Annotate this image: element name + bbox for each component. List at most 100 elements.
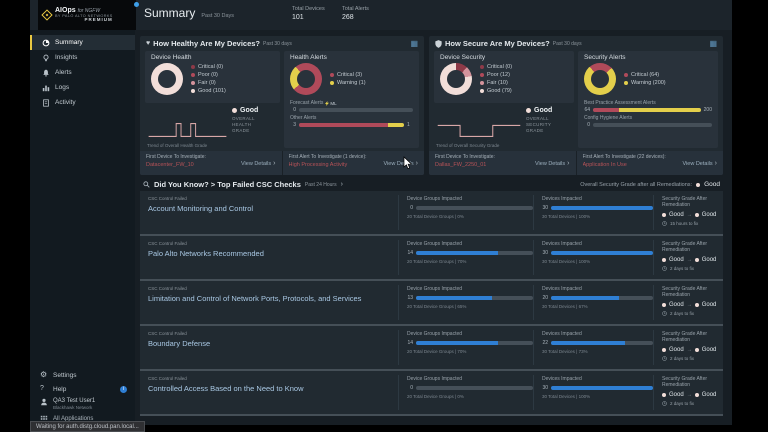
- forecast-alerts-bar: Forecast Alerts ML 0: [290, 100, 413, 113]
- view-details-link[interactable]: View Details ›: [682, 160, 717, 167]
- chevron-right-icon: ›: [714, 160, 717, 167]
- total-alerts-stat: Total Alerts 268: [342, 6, 369, 21]
- first-alert-to-investigate: First Alert To Investigate (22 devices):…: [575, 151, 724, 175]
- clock-icon: [662, 401, 667, 406]
- view-details-link[interactable]: View Details ›: [534, 160, 570, 167]
- sidebar-all-applications[interactable]: All Applications: [30, 413, 135, 425]
- csc-section: Did You Know? > Top Failed CSC Checks Pa…: [140, 178, 723, 421]
- csc-row[interactable]: CSC Control Failed Account Monitoring an…: [140, 191, 723, 236]
- chevron-right-icon[interactable]: ›: [340, 181, 343, 188]
- palo-alto-diamond-icon: [41, 9, 53, 21]
- user-org: Blackhawk Network: [53, 405, 93, 410]
- search-icon: [143, 181, 150, 188]
- total-devices-stat: Total Devices 101: [292, 6, 325, 21]
- csc-check-title[interactable]: Palo Alto Networks Recommended: [148, 249, 264, 258]
- device-link[interactable]: Dallas_FW_2250_01: [435, 162, 487, 168]
- arrow-right-icon: →: [686, 257, 692, 263]
- device-security-donut: [440, 63, 472, 95]
- security-alerts-donut: [584, 63, 616, 95]
- view-details-link[interactable]: View Details ›: [383, 160, 418, 167]
- mouse-cursor: [403, 156, 413, 170]
- sidebar-item-alerts[interactable]: Alerts: [30, 65, 135, 80]
- overall-health-grade: Good OVERALL HEALTH GRADE: [232, 107, 259, 134]
- sidebar-item-activity[interactable]: Activity: [30, 95, 135, 110]
- clock-icon: [662, 356, 667, 361]
- notification-dot: [134, 2, 139, 7]
- top-header: AIOps for NGFW BY PALO ALTO NETWORKS PRE…: [30, 0, 732, 30]
- health-alerts-card: Health Alerts Critical (3) Warning (1) F…: [284, 51, 419, 148]
- device-security-card: Device Security Critical (0) Poor (12) F…: [434, 51, 574, 103]
- bar-chart-icon: [42, 84, 50, 92]
- clock-icon: [662, 266, 667, 271]
- view-details-link[interactable]: View Details ›: [240, 160, 276, 167]
- overall-remediation-value: Good: [704, 181, 720, 188]
- sidebar-item-logs[interactable]: Logs: [30, 80, 135, 95]
- health-panel-title: How Healthy Are My Devices?: [153, 39, 260, 48]
- csc-row[interactable]: CSC Control Failed Controlled Access Bas…: [140, 371, 723, 416]
- logo-product: for NGFW: [77, 7, 101, 14]
- device-health-donut: [151, 63, 183, 95]
- left-black-rail: [0, 0, 30, 425]
- user-icon: [40, 398, 48, 406]
- logo-brand: AIOps: [55, 6, 76, 14]
- gear-icon: ⚙: [40, 370, 48, 379]
- first-device-to-investigate: First Device To Investigate: Datacenter_…: [146, 154, 276, 168]
- csc-check-title[interactable]: Controlled Access Based on the Need to K…: [148, 384, 304, 393]
- logo-tier-badge: PREMIUM: [84, 17, 113, 23]
- csc-row[interactable]: CSC Control Failed Palo Alto Networks Re…: [140, 236, 723, 281]
- clock-icon: [662, 311, 667, 316]
- page-time-range: Past 30 Days: [201, 13, 235, 19]
- csc-check-title[interactable]: Limitation and Control of Network Ports,…: [148, 294, 362, 303]
- info-badge-icon[interactable]: i: [120, 385, 127, 393]
- csc-check-title[interactable]: Account Monitoring and Control: [148, 204, 254, 213]
- document-icon: [42, 98, 50, 107]
- overall-remediation-label: Overall Security Grade after all Remedia…: [580, 181, 693, 188]
- grade-dot: [696, 182, 701, 187]
- page-title: Summary: [144, 6, 196, 20]
- health-trend-chart: Trend of Overall Health Grade: [147, 105, 228, 148]
- user-name: QA3 Test User1: [53, 398, 96, 404]
- sidebar-help[interactable]: ? Help i: [30, 382, 135, 396]
- secure-panel-title: How Secure Are My Devices?: [445, 39, 550, 48]
- browser-status-bubble: Waiting for auth.distg.cloud.pan.local..…: [30, 421, 145, 432]
- lightbulb-icon: [42, 54, 50, 62]
- sidebar-item-summary[interactable]: Summary: [30, 35, 135, 50]
- app-logo: AIOps for NGFW BY PALO ALTO NETWORKS PRE…: [38, 0, 136, 30]
- alert-link[interactable]: Application In Use: [582, 162, 627, 168]
- arrow-right-icon: →: [686, 212, 692, 218]
- health-panel: ♥ How Healthy Are My Devices? Past 30 da…: [140, 36, 424, 175]
- bell-icon: [42, 69, 50, 77]
- summary-pie-icon: [42, 39, 50, 47]
- chevron-right-icon: ›: [567, 160, 570, 167]
- device-link[interactable]: Datacenter_FW_10: [146, 162, 194, 168]
- csc-row[interactable]: CSC Control Failed Boundary Defense Devi…: [140, 326, 723, 371]
- heart-icon: ♥: [146, 40, 151, 47]
- arrow-right-icon: →: [686, 347, 692, 353]
- overall-security-grade: Good OVERALL SECURITY GRADE: [526, 107, 553, 134]
- chevron-right-icon: ›: [415, 160, 418, 167]
- table-view-icon[interactable]: ▦: [410, 38, 418, 48]
- clock-icon: [662, 221, 667, 226]
- csc-section-title: Did You Know? > Top Failed CSC Checks: [154, 180, 301, 189]
- sidebar-settings[interactable]: ⚙ Settings: [40, 370, 77, 379]
- csc-row[interactable]: CSC Control Failed Limitation and Contro…: [140, 281, 723, 326]
- health-alerts-donut: [290, 63, 322, 95]
- config-hygiene-bar: Config Hygiene Alerts 0: [584, 115, 712, 128]
- secure-panel: How Secure Are My Devices? Past 30 days …: [429, 36, 723, 175]
- table-view-icon[interactable]: ▦: [709, 38, 717, 48]
- logo-byline: BY PALO ALTO NETWORKS: [55, 14, 113, 19]
- alert-link[interactable]: High Processing Activity: [288, 162, 348, 168]
- chevron-right-icon: ›: [273, 160, 276, 167]
- security-trend-chart: Trend of Overall Security Grade: [436, 105, 522, 148]
- sidebar: Summary Insights Alerts Logs Activity ⚙ …: [30, 30, 135, 425]
- shield-icon: [435, 39, 442, 48]
- first-alert-to-investigate: First Alert To Investigate (1 device): H…: [281, 151, 425, 175]
- sidebar-user[interactable]: QA3 Test User1 Blackhawk Network: [30, 398, 135, 410]
- main-content: ♥ How Healthy Are My Devices? Past 30 da…: [135, 30, 732, 425]
- first-device-to-investigate: First Device To Investigate: Dallas_FW_2…: [435, 154, 570, 168]
- bpa-alerts-bar: Best Practice Assessment Alerts 64 200: [584, 100, 712, 113]
- csc-check-title[interactable]: Boundary Defense: [148, 339, 211, 348]
- other-alerts-bar: Other Alerts 3 1: [290, 115, 410, 128]
- ml-badge: ML: [325, 100, 337, 106]
- sidebar-item-insights[interactable]: Insights: [30, 50, 135, 65]
